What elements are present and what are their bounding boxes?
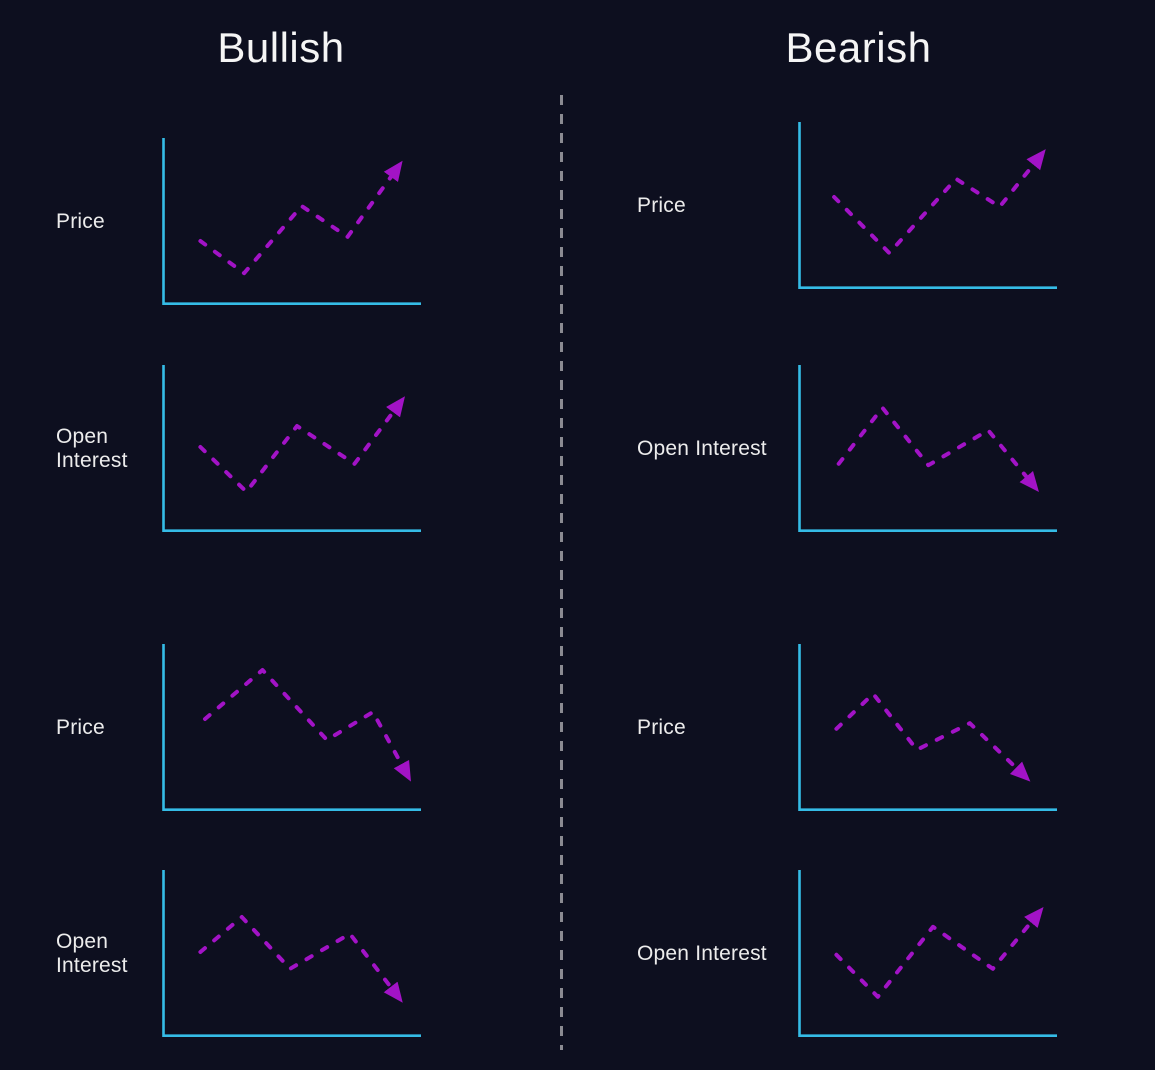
chart-row: Price [0, 644, 562, 812]
bearish-open-interest-down-chart [798, 365, 1058, 533]
chart-label: Open Interest [637, 942, 767, 965]
chart-row: Price [0, 138, 562, 306]
bullish-open-interest-up-chart [162, 365, 422, 533]
bearish-price-down-chart [798, 644, 1058, 812]
bullish-price-up-chart [162, 138, 422, 306]
chart-row: Open Interest [562, 365, 1155, 533]
chart-label: Price [56, 716, 105, 739]
bearish-open-interest-up-chart [798, 870, 1058, 1038]
column-title-bullish: Bullish [217, 24, 345, 71]
chart-axes [798, 365, 1057, 532]
divider-line [560, 95, 563, 1050]
bullish-open-interest-down-chart [162, 870, 422, 1038]
trend-line-down [836, 405, 1039, 492]
bearish-column: Bearish Price Open Interest Price Open I… [562, 0, 1155, 1038]
bearish-price-up-chart [798, 122, 1058, 290]
chart-row: Open Interest [0, 870, 562, 1038]
chart-row: Price [562, 644, 1155, 812]
trend-line-up [832, 149, 1046, 255]
trend-line-up [198, 160, 403, 276]
chart-axes [798, 644, 1057, 811]
chart-axes [162, 365, 421, 532]
chart-axes [798, 122, 1057, 289]
trend-line-up [834, 907, 1044, 999]
trend-line-down [203, 668, 411, 782]
chart-label: Open Interest [56, 930, 128, 977]
bullish-column: Bullish Price Open Interest Price Open I… [0, 0, 562, 1038]
chart-axes [162, 870, 421, 1037]
chart-axes [162, 644, 421, 811]
chart-axes [162, 138, 421, 305]
trend-line-down [198, 915, 403, 1003]
column-title-bearish: Bearish [785, 24, 932, 71]
chart-axes [798, 870, 1057, 1037]
chart-label: Price [56, 210, 105, 233]
chart-label: Open Interest [56, 425, 128, 472]
chart-row: Price [562, 122, 1155, 290]
chart-row: Open Interest [0, 365, 562, 533]
chart-label: Open Interest [637, 437, 767, 460]
trend-line-down [834, 691, 1031, 782]
chart-label: Price [637, 716, 686, 739]
chart-label: Price [637, 194, 686, 217]
bullish-price-down-chart [162, 644, 422, 812]
trend-line-up [198, 396, 405, 494]
chart-row: Open Interest [562, 870, 1155, 1038]
